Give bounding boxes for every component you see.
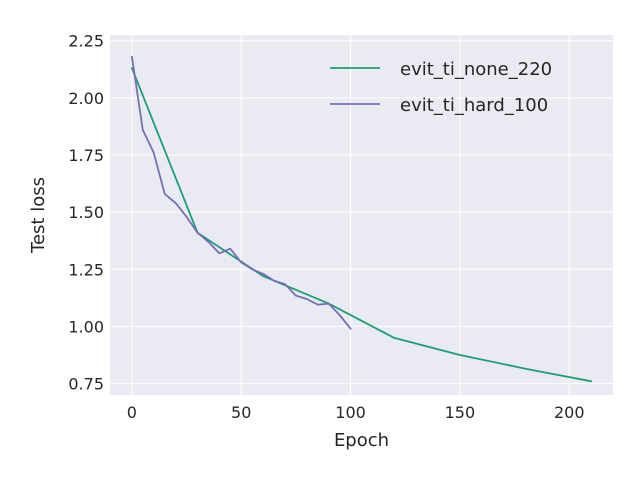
legend-label-evit-ti-none-220: evit_ti_none_220	[400, 59, 552, 80]
legend: evit_ti_none_220 evit_ti_hard_100	[330, 59, 552, 116]
x-tick-label: 200	[554, 403, 585, 422]
y-tick-labels: 0.75 1.00 1.25 1.50 1.75 2.00 2.25	[68, 32, 104, 394]
y-tick-label: 1.25	[68, 260, 104, 279]
series-lines	[130, 55, 592, 383]
plot-area	[110, 35, 613, 395]
y-tick-label: 1.50	[68, 203, 104, 222]
x-tick-label: 100	[335, 403, 366, 422]
series-line-0	[130, 67, 592, 383]
y-axis-label: Test loss	[28, 177, 49, 254]
y-tick-label: 0.75	[68, 375, 104, 394]
series-line-1	[130, 55, 352, 330]
y-tick-label: 1.75	[68, 146, 104, 165]
y-tick-label: 2.25	[68, 32, 104, 51]
x-tick-labels: 0 50 100 150 200	[127, 403, 585, 422]
x-axis-label: Epoch	[334, 430, 389, 451]
y-tick-label: 1.00	[68, 317, 104, 336]
x-tick-label: 150	[445, 403, 476, 422]
y-tick-label: 2.00	[68, 89, 104, 108]
legend-label-evit-ti-hard-100: evit_ti_hard_100	[400, 95, 548, 116]
grid-lines	[110, 35, 613, 395]
x-tick-label: 50	[231, 403, 251, 422]
x-tick-label: 0	[127, 403, 137, 422]
